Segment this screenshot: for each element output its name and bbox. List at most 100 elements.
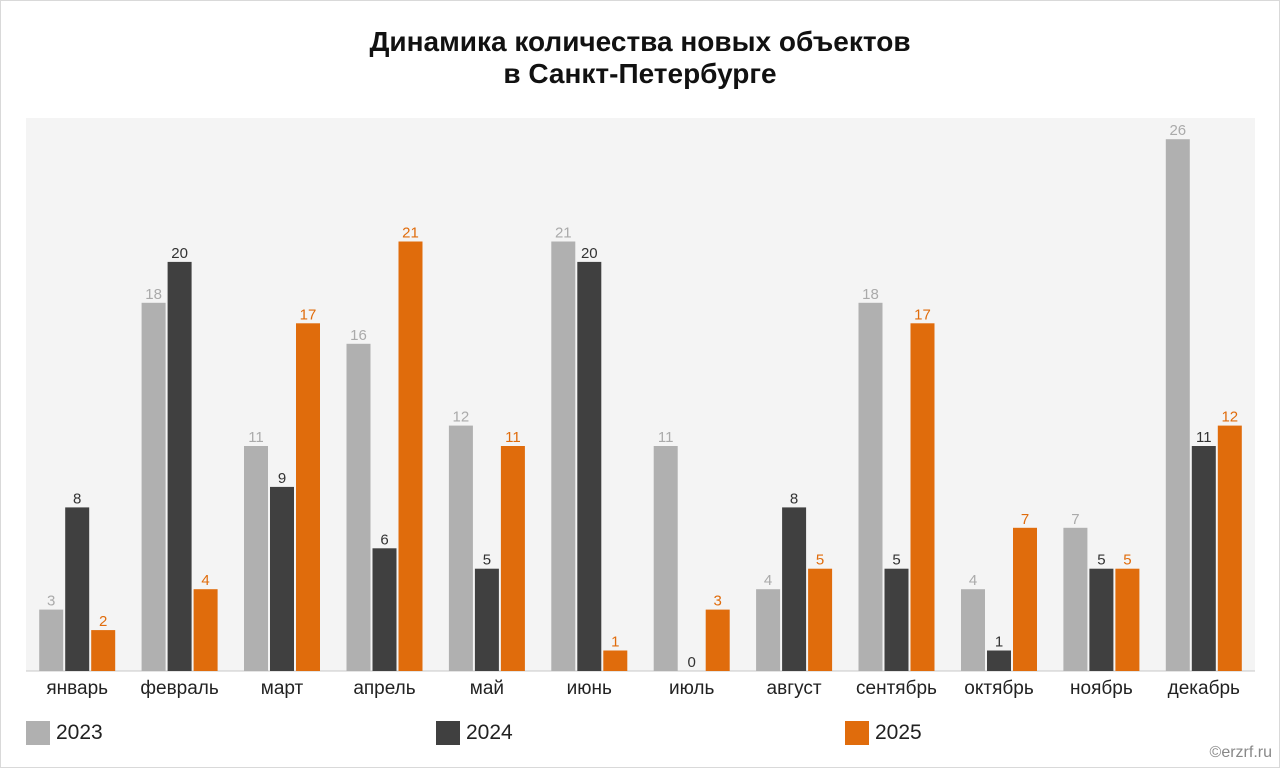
bar-2023-6 [653, 446, 678, 671]
data-label-2025-3: 21 [402, 225, 419, 242]
bar-2024-5 [577, 261, 602, 671]
bar-2024-4 [474, 568, 499, 671]
data-label-2025-6: 3 [714, 593, 722, 610]
data-label-2024-7: 8 [790, 490, 798, 507]
data-label-2025-4: 11 [505, 429, 521, 446]
x-tick-label-3: апрель [353, 678, 415, 699]
bar-2025-4 [500, 446, 525, 671]
data-label-2023-7: 4 [764, 572, 772, 589]
data-label-2025-5: 1 [611, 634, 619, 651]
legend-swatch-2024 [436, 721, 460, 745]
x-tick-label-6: июль [669, 678, 715, 699]
chart-title-line1: Динамика количества новых объектов [369, 26, 911, 57]
data-label-2023-3: 16 [350, 327, 367, 344]
x-tick-label-11: декабрь [1168, 678, 1240, 699]
bar-2025-8 [910, 323, 935, 671]
legend-label-2023: 2023 [56, 721, 103, 744]
data-label-2023-6: 11 [658, 429, 674, 446]
data-label-2023-1: 18 [145, 286, 162, 303]
x-tick-label-8: сентябрь [856, 678, 937, 699]
bar-2025-3 [398, 241, 423, 671]
data-label-2023-8: 18 [862, 286, 879, 303]
bar-2024-8 [884, 568, 909, 671]
legend-item-2023: 2023 [26, 720, 103, 746]
data-label-2025-1: 4 [201, 572, 209, 589]
bar-2025-0 [91, 630, 116, 671]
bar-2023-2 [244, 446, 268, 671]
bar-2024-1 [167, 261, 192, 671]
bar-2024-7 [782, 507, 807, 671]
bar-2025-2 [296, 323, 320, 671]
bar-2023-10 [1063, 527, 1088, 671]
data-label-2023-10: 7 [1071, 511, 1079, 528]
data-label-2023-2: 11 [248, 429, 264, 446]
data-label-2025-9: 7 [1021, 511, 1029, 528]
data-label-2024-4: 5 [483, 552, 491, 569]
data-label-2025-11: 12 [1221, 409, 1238, 426]
bar-2025-6 [705, 609, 730, 671]
bar-2024-3 [372, 548, 397, 671]
legend-item-2024: 2024 [436, 720, 513, 746]
bar-2025-1 [193, 589, 218, 671]
bar-2024-2 [270, 486, 294, 671]
data-label-2025-7: 5 [816, 552, 824, 569]
plot-area [26, 118, 1255, 671]
bar-2025-9 [1013, 527, 1037, 671]
x-tick-labels: январь февраль март апрель май июнь июль август… [46, 678, 1240, 699]
bar-2023-8 [858, 302, 883, 671]
x-tick-label-2: март [261, 678, 304, 699]
legend-label-2024: 2024 [466, 721, 513, 744]
x-tick-label-5: июнь [567, 678, 612, 699]
bar-2023-7 [756, 589, 781, 671]
data-label-2025-10: 5 [1123, 552, 1131, 569]
bar-2023-3 [346, 343, 371, 671]
data-label-2025-0: 2 [99, 613, 107, 630]
data-label-2023-11: 26 [1169, 122, 1186, 139]
data-label-2024-2: 9 [278, 470, 286, 487]
bar-2024-9 [987, 650, 1011, 671]
data-label-2024-0: 8 [73, 490, 81, 507]
data-label-2023-0: 3 [47, 593, 55, 610]
data-label-2023-4: 12 [453, 409, 470, 426]
bar-2024-10 [1089, 568, 1114, 671]
data-label-2024-10: 5 [1097, 552, 1105, 569]
data-label-2023-5: 21 [555, 225, 572, 242]
data-label-2024-3: 6 [380, 531, 388, 548]
x-tick-label-1: февраль [140, 678, 219, 699]
legend-label-2025: 2025 [875, 721, 922, 744]
x-tick-label-10: ноябрь [1070, 678, 1133, 699]
legend-swatch-2025 [845, 721, 869, 745]
bar-2023-4 [448, 425, 473, 671]
bar-2025-5 [603, 650, 628, 671]
data-label-2024-5: 20 [581, 245, 598, 262]
x-tick-label-7: август [767, 678, 822, 699]
legend-swatch-2023 [26, 721, 50, 745]
data-label-2025-2: 17 [300, 306, 317, 323]
bar-2024-0 [65, 507, 90, 671]
data-label-2025-8: 17 [914, 306, 931, 323]
x-tick-label-0: январь [46, 678, 108, 699]
chart-title: Динамика количества новых объектов в Сан… [0, 26, 1280, 90]
chart-title-line2: в Санкт-Петербурге [503, 58, 777, 89]
bar-2025-11 [1217, 425, 1242, 671]
bar-2024-11 [1191, 446, 1216, 671]
bar-2025-10 [1115, 568, 1140, 671]
data-label-2024-8: 5 [892, 552, 900, 569]
bar-2023-9 [961, 589, 985, 671]
data-label-2024-6: 0 [688, 654, 696, 671]
data-label-2024-11: 11 [1196, 429, 1212, 446]
bars-layer: 3821820411917166211251121201110348518517… [39, 122, 1242, 671]
bar-2023-1 [141, 302, 166, 671]
x-tick-label-9: октябрь [964, 678, 1034, 699]
bar-2023-5 [551, 241, 576, 671]
source-credit: ©erzrf.ru [1209, 744, 1272, 761]
legend-item-2025: 2025 [845, 720, 922, 746]
data-label-2024-1: 20 [171, 245, 188, 262]
bar-2025-7 [808, 568, 833, 671]
data-label-2024-9: 1 [995, 634, 1003, 651]
bar-2023-11 [1165, 139, 1190, 671]
bar-2023-0 [39, 609, 64, 671]
x-tick-label-4: май [470, 678, 504, 699]
data-label-2023-9: 4 [969, 572, 977, 589]
